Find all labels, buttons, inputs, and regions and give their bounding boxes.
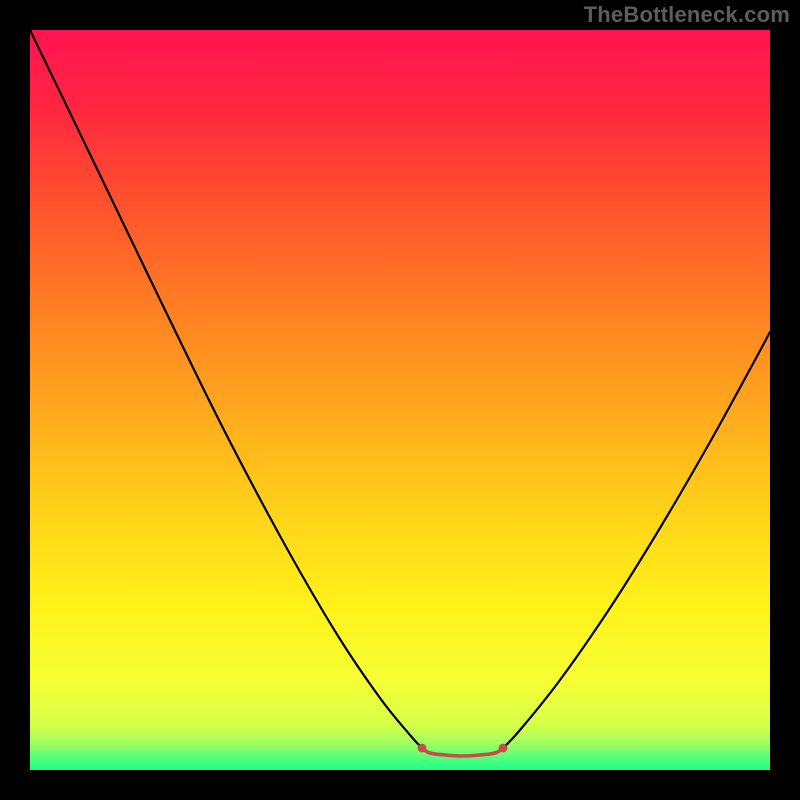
watermark-text: TheBottleneck.com: [584, 2, 790, 28]
trough-endpoint-left: [418, 744, 427, 753]
trough-endpoint-right: [499, 744, 508, 753]
chart-container: TheBottleneck.com: [0, 0, 800, 800]
bottleneck-chart-svg: [0, 0, 800, 800]
gradient-plot-area: [30, 30, 770, 770]
